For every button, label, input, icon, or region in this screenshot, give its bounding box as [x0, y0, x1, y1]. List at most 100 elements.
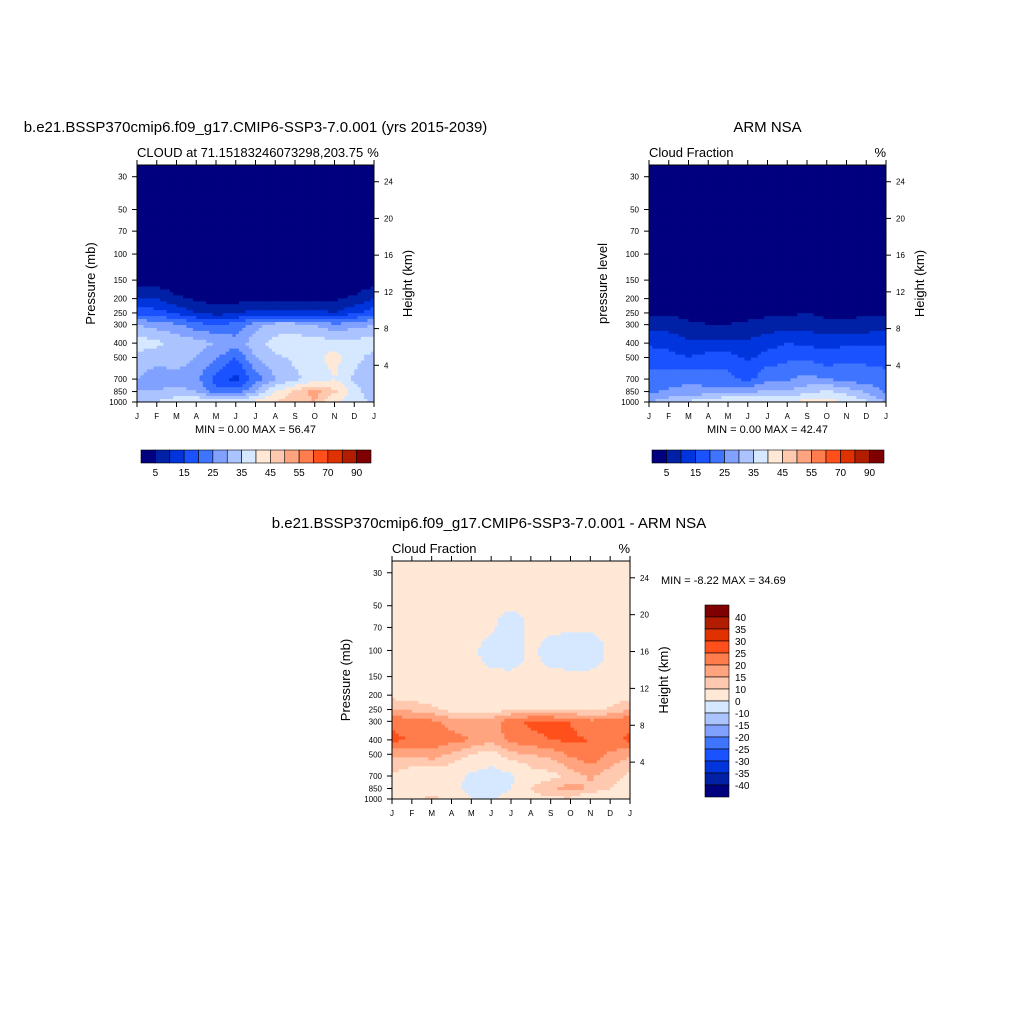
contour-cell	[268, 360, 273, 364]
contour-cell	[291, 313, 296, 317]
contour-cell	[206, 271, 210, 276]
contour-cell	[209, 182, 214, 187]
contour-cell	[278, 165, 283, 169]
contour-cell	[173, 215, 177, 219]
contour-cell	[347, 209, 352, 213]
contour-cell	[258, 289, 263, 293]
contour-cell	[166, 348, 171, 353]
contour-cell	[304, 179, 309, 184]
contour-cell	[192, 230, 197, 234]
contour-cell	[295, 236, 299, 240]
contour-cell	[291, 170, 296, 175]
contour-cell	[327, 259, 332, 264]
contour-cell	[216, 274, 220, 278]
contour-cell	[295, 292, 299, 296]
contour-cell	[229, 215, 233, 219]
contour-cell	[199, 324, 204, 329]
contour-cell	[235, 336, 240, 341]
contour-cell	[222, 274, 227, 278]
contour-cell	[235, 239, 240, 243]
contour-cell	[150, 324, 154, 329]
contour-cell	[209, 188, 214, 193]
contour-cell	[327, 322, 332, 326]
contour-cell	[370, 230, 375, 234]
contour-cell	[262, 363, 266, 367]
contour-cell	[324, 274, 329, 278]
contour-cell	[291, 244, 296, 249]
contour-cell	[192, 354, 197, 358]
contour-cell	[370, 218, 375, 222]
contour-cell	[265, 221, 270, 225]
contour-cell	[219, 330, 223, 335]
contour-cell	[324, 227, 329, 231]
contour-cell	[311, 301, 316, 305]
contour-cell	[331, 322, 335, 326]
contour-cell	[265, 283, 270, 287]
contour-cell	[265, 286, 270, 290]
contour-cell	[156, 363, 161, 367]
contour-cell	[156, 191, 161, 196]
contour-cell	[202, 363, 207, 367]
contour-cell	[344, 354, 349, 358]
contour-cell	[153, 366, 158, 370]
contour-cell	[354, 194, 358, 198]
contour-cell	[370, 215, 375, 219]
contour-cell	[160, 336, 164, 341]
contour-cell	[347, 330, 352, 335]
contour-cell	[186, 324, 191, 329]
contour-cell	[166, 277, 171, 281]
contour-cell	[275, 316, 279, 320]
contour-cell	[248, 244, 253, 249]
contour-cell	[265, 316, 270, 320]
contour-cell	[341, 313, 345, 317]
contour-cell	[285, 289, 289, 293]
contour-cell	[301, 310, 306, 314]
contour-cell	[219, 197, 223, 201]
contour-cell	[229, 324, 233, 329]
contour-cell	[166, 215, 171, 219]
contour-cell	[331, 333, 335, 338]
contour-cell	[285, 336, 289, 341]
contour-cell	[360, 289, 365, 293]
contour-cell	[314, 319, 319, 323]
contour-cell	[192, 194, 197, 198]
contour-cell	[265, 253, 270, 258]
contour-cell	[271, 280, 276, 284]
contour-cell	[308, 354, 312, 358]
contour-cell	[298, 194, 302, 198]
contour-cell	[350, 262, 355, 267]
contour-cell	[202, 191, 207, 196]
contour-cell	[271, 345, 276, 350]
contour-cell	[275, 351, 279, 355]
contour-cell	[173, 242, 177, 246]
contour-cell	[311, 313, 316, 317]
contour-cell	[232, 197, 237, 201]
contour-cell	[341, 277, 345, 281]
contour-cell	[295, 271, 299, 276]
contour-cell	[275, 236, 279, 240]
contour-cell	[344, 191, 349, 196]
contour-cell	[288, 336, 293, 341]
contour-cell	[314, 283, 319, 287]
contour-cell	[163, 215, 168, 219]
contour-cell	[239, 298, 243, 302]
contour-cell	[350, 236, 355, 240]
contour-cell	[206, 173, 210, 178]
contour-cell	[245, 316, 250, 320]
contour-cell	[242, 304, 247, 308]
contour-cell	[163, 336, 168, 341]
contour-cell	[262, 167, 266, 172]
contour-cell	[291, 327, 296, 332]
contour-cell	[150, 313, 154, 317]
contour-cell	[265, 336, 270, 341]
contour-cell	[334, 212, 339, 216]
contour-cell	[245, 236, 250, 240]
contour-cell	[225, 313, 230, 317]
contour-cell	[150, 319, 154, 323]
contour-cell	[364, 298, 368, 302]
contour-cell	[314, 280, 319, 284]
contour-cell	[146, 268, 151, 273]
contour-cell	[143, 319, 148, 323]
contour-cell	[150, 301, 154, 305]
contour-cell	[216, 188, 220, 193]
